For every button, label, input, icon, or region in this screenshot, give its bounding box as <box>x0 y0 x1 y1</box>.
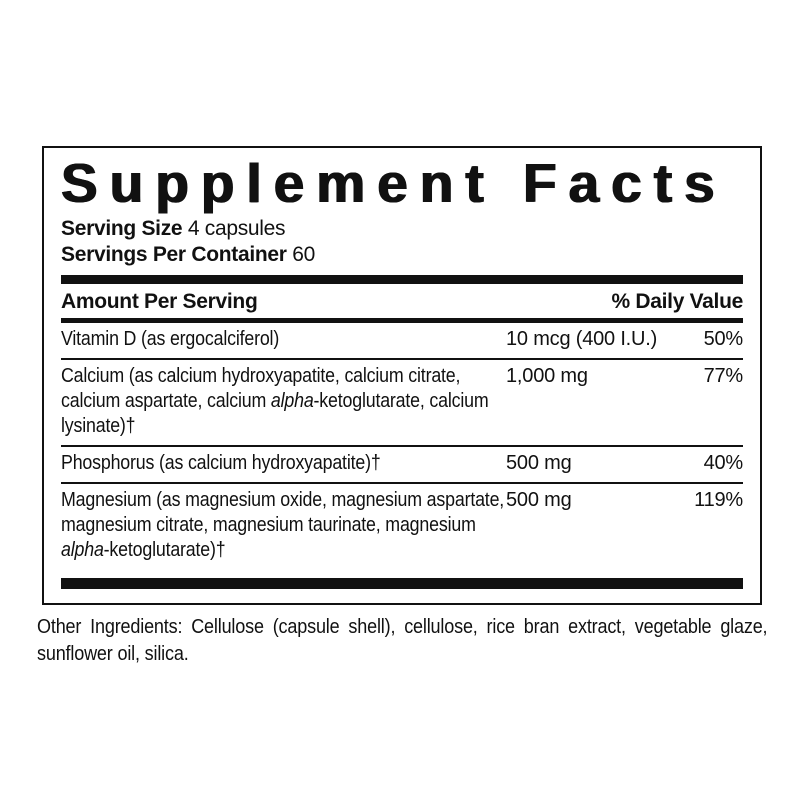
serving-size-label: Serving Size <box>61 217 183 240</box>
thick-rule-bottom <box>61 578 743 589</box>
serving-size-line: Serving Size 4 capsules <box>61 216 743 242</box>
panel-title: Supplement Facts <box>61 152 727 214</box>
nutrient-name: Vitamin D (as ergocalciferol) <box>61 328 280 350</box>
supplement-facts-panel: Supplement Facts Serving Size 4 capsules… <box>42 146 762 605</box>
servings-per-container-value: 60 <box>292 243 315 266</box>
servings-per-container-label: Servings Per Container <box>61 243 287 266</box>
table-row: Vitamin D (as ergocalciferol) 10 mcg (40… <box>61 323 743 358</box>
nutrient-amount: 10 mcg (400 I.U.) <box>506 328 658 350</box>
column-header-row: Amount Per Serving % Daily Value <box>61 284 743 318</box>
nutrient-amount: 500 mg <box>506 452 572 474</box>
nutrient-amount: 500 mg <box>506 489 572 511</box>
nutrient-rows: Vitamin D (as ergocalciferol) 10 mcg (40… <box>61 323 743 569</box>
nutrient-daily-value: 77% <box>703 365 744 387</box>
nutrient-daily-value: 50% <box>703 328 744 350</box>
amount-per-serving-header: Amount Per Serving <box>61 290 258 313</box>
nutrient-name: Phosphorus (as calcium hydroxyapatite)† <box>61 452 381 474</box>
serving-size-value: 4 capsules <box>187 217 286 240</box>
other-ingredients: Other Ingredients: Cellulose (capsule sh… <box>37 615 768 665</box>
nutrient-name: Calcium (as calcium hydroxyapatite, calc… <box>61 365 489 437</box>
servings-per-container-line: Servings Per Container 60 <box>61 242 743 268</box>
nutrient-amount: 1,000 mg <box>506 365 588 387</box>
header-rule <box>61 318 743 323</box>
nutrient-daily-value: 40% <box>703 452 744 474</box>
daily-value-header: % Daily Value <box>611 290 743 313</box>
nutrient-daily-value: 119% <box>694 489 743 511</box>
table-row: Calcium (as calcium hydroxyapatite, calc… <box>61 358 743 445</box>
table-row: Phosphorus (as calcium hydroxyapatite)† … <box>61 445 743 482</box>
nutrient-name: Magnesium (as magnesium oxide, magnesium… <box>61 489 505 561</box>
thick-rule-top <box>61 275 743 284</box>
table-row: Magnesium (as magnesium oxide, magnesium… <box>61 482 743 569</box>
